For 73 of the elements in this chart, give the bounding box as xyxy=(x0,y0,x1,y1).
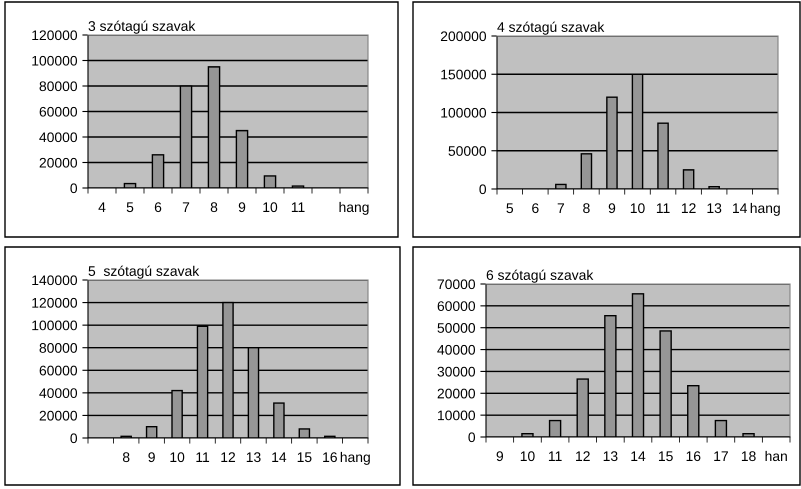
x-tick-label: 12 xyxy=(576,451,590,461)
x-tick-label: 9 xyxy=(238,202,246,212)
x-tick-label: 12 xyxy=(221,452,236,462)
x-tick-label: 10 xyxy=(630,203,645,214)
x-tick-label: 16 xyxy=(323,452,337,462)
x-tick-label: 6 xyxy=(154,202,162,212)
x-tick-label: 13 xyxy=(707,203,722,214)
y-tick-label: 20000 xyxy=(40,410,78,421)
y-tick-label: 100000 xyxy=(441,108,486,118)
x-tick-label: hang xyxy=(340,452,370,465)
y-tick-label: 0 xyxy=(70,433,78,444)
y-tick-label: 60000 xyxy=(438,301,476,312)
y-tick-label: 0 xyxy=(468,432,476,442)
x-tick-label: 4 xyxy=(98,202,106,212)
x-tick-label: 11 xyxy=(548,451,562,461)
x-tick-label: 9 xyxy=(148,452,155,462)
chart-title: 3 szótagú szavak xyxy=(88,20,196,34)
y-tick-label: 100000 xyxy=(32,320,78,330)
y-tick-label: 120000 xyxy=(32,30,78,40)
chart-title: 4 szótagú szavak xyxy=(497,22,604,35)
chart-title: 6 szótagú szavak xyxy=(486,270,594,283)
y-tick-label: 60000 xyxy=(40,366,78,376)
x-tick-label: han xyxy=(766,450,787,462)
y-tick-label: 140000 xyxy=(32,275,78,286)
x-tick-label: 14 xyxy=(733,203,747,213)
x-tick-label: hang xyxy=(340,202,369,215)
y-tick-label: 50000 xyxy=(448,146,486,156)
x-tick-label: 7 xyxy=(182,202,190,212)
y-tick-label: 40000 xyxy=(39,388,78,398)
y-tick-label: 80000 xyxy=(40,343,78,353)
y-tick-label: 30000 xyxy=(437,366,476,377)
x-tick-label: 9 xyxy=(496,451,504,462)
x-tick-label: 10 xyxy=(170,452,184,462)
y-tick-label: 50000 xyxy=(438,323,476,333)
y-tick-label: 150000 xyxy=(441,70,486,80)
x-tick-label: 13 xyxy=(246,452,261,462)
x-tick-label: 14 xyxy=(272,452,286,462)
x-tick-label: 12 xyxy=(682,203,696,213)
y-tick-label: 0 xyxy=(70,183,78,194)
y-tick-label: 40000 xyxy=(437,344,476,355)
y-tick-label: 20000 xyxy=(438,388,476,398)
x-tick-label: 8 xyxy=(122,452,130,462)
x-tick-label: 14 xyxy=(631,451,646,461)
x-tick-label: 7 xyxy=(558,203,564,213)
y-tick-label: 40000 xyxy=(39,132,78,142)
x-tick-label: 5 xyxy=(506,203,514,214)
x-tick-label: 15 xyxy=(658,451,673,462)
y-tick-label: 200000 xyxy=(440,31,486,42)
chart-title: 5 szótagú szavak xyxy=(88,266,200,279)
y-tick-label: 0 xyxy=(479,184,486,194)
y-tick-label: 70000 xyxy=(438,279,476,290)
x-tick-label: 5 xyxy=(126,202,134,212)
x-tick-label: 8 xyxy=(583,203,590,214)
y-tick-label: 80000 xyxy=(40,81,78,92)
x-tick-label: hang xyxy=(750,202,780,216)
y-tick-label: 60000 xyxy=(40,106,78,117)
y-tick-label: 120000 xyxy=(32,298,78,308)
x-tick-label: 11 xyxy=(196,452,210,462)
x-tick-label: 8 xyxy=(210,202,218,212)
x-tick-label: 11 xyxy=(292,202,305,212)
y-tick-label: 10000 xyxy=(438,410,476,420)
y-tick-label: 20000 xyxy=(40,158,78,168)
x-tick-label: 11 xyxy=(656,203,670,213)
x-tick-label: 13 xyxy=(604,451,618,462)
x-tick-label: 9 xyxy=(608,203,616,214)
x-tick-label: 17 xyxy=(714,451,728,461)
x-tick-label: 10 xyxy=(263,202,278,212)
x-tick-label: 18 xyxy=(742,451,756,462)
x-tick-label: 16 xyxy=(686,451,700,462)
x-tick-label: 10 xyxy=(520,451,535,462)
y-tick-label: 100000 xyxy=(32,56,78,66)
x-tick-label: 6 xyxy=(532,203,539,214)
x-tick-label: 15 xyxy=(298,452,312,462)
